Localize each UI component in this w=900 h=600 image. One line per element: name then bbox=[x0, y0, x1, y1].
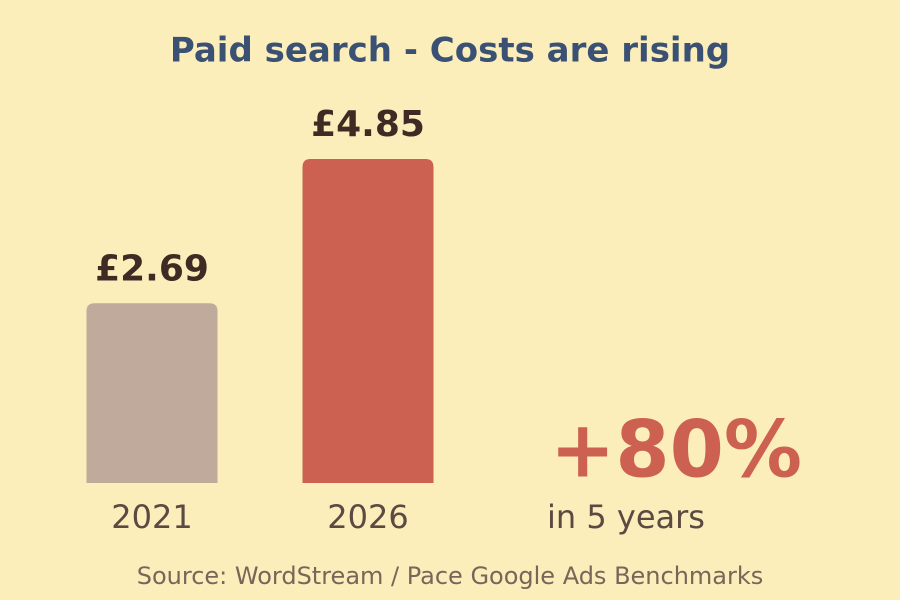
category-label: 2021 bbox=[111, 498, 192, 536]
highlight-annotation: +80% bbox=[550, 405, 802, 495]
category-label: 2026 bbox=[327, 498, 408, 536]
bar bbox=[302, 159, 434, 483]
value-label: £2.69 bbox=[95, 248, 209, 289]
annotation-note: in 5 years bbox=[547, 498, 705, 536]
bar bbox=[86, 303, 218, 483]
chart-title: Paid search - Costs are rising bbox=[170, 31, 730, 71]
value-label: £4.85 bbox=[311, 104, 425, 145]
source-note: Source: WordStream / Pace Google Ads Ben… bbox=[137, 562, 764, 590]
